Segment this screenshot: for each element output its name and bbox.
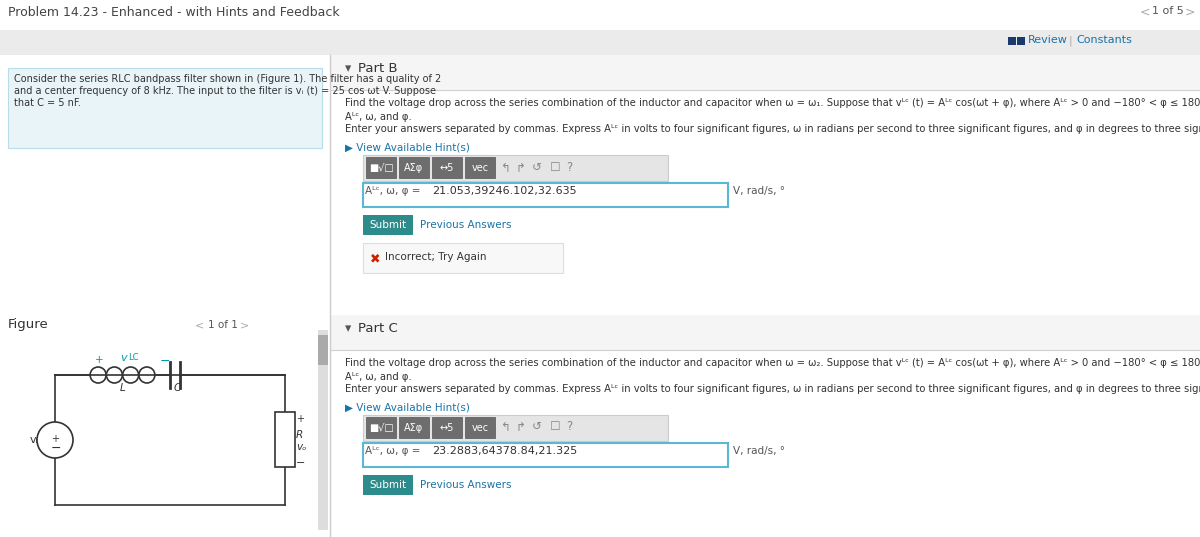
Text: 21.053,39246.102,32.635: 21.053,39246.102,32.635 xyxy=(432,186,577,196)
Text: Find the voltage drop across the series combination of the inductor and capacito: Find the voltage drop across the series … xyxy=(346,98,1200,108)
Text: ↺: ↺ xyxy=(532,161,542,174)
Text: Figure: Figure xyxy=(8,318,49,331)
Text: 23.2883,64378.84,21.325: 23.2883,64378.84,21.325 xyxy=(432,446,577,456)
Text: vₒ: vₒ xyxy=(296,442,306,452)
Text: Previous Answers: Previous Answers xyxy=(420,220,511,230)
Text: ↱: ↱ xyxy=(516,161,526,174)
Text: ▾: ▾ xyxy=(346,322,352,335)
Text: Part C: Part C xyxy=(358,322,397,335)
Text: Submit: Submit xyxy=(370,220,407,230)
Text: V, rad/s, °: V, rad/s, ° xyxy=(733,186,785,196)
Text: AΣφ: AΣφ xyxy=(404,423,424,433)
Bar xyxy=(364,155,668,181)
Bar xyxy=(364,243,563,273)
Text: and a center frequency of 8 kHz. The input to the filter is vᵢ (t) = 25 cos ωt V: and a center frequency of 8 kHz. The inp… xyxy=(14,86,436,96)
Text: L: L xyxy=(120,383,125,393)
Text: ✖: ✖ xyxy=(370,252,380,265)
Text: <: < xyxy=(1140,6,1151,19)
Text: V, rad/s, °: V, rad/s, ° xyxy=(733,446,785,456)
Text: +: + xyxy=(95,355,103,365)
Text: ↰: ↰ xyxy=(500,161,510,174)
Text: C: C xyxy=(173,383,181,393)
Bar xyxy=(364,215,413,235)
Text: Incorrect; Try Again: Incorrect; Try Again xyxy=(385,252,486,262)
Text: Aᴸᶜ, ω, φ =: Aᴸᶜ, ω, φ = xyxy=(365,446,420,456)
Text: −: − xyxy=(296,458,305,468)
Text: ↔5: ↔5 xyxy=(440,163,454,173)
Text: Constants: Constants xyxy=(1076,35,1132,45)
Bar xyxy=(0,30,1200,55)
Text: ▾: ▾ xyxy=(346,62,352,75)
Text: ☐: ☐ xyxy=(550,161,560,174)
Text: vec: vec xyxy=(472,423,488,433)
Bar xyxy=(364,183,728,207)
Bar xyxy=(330,90,1200,315)
Bar xyxy=(318,335,328,365)
Text: R: R xyxy=(296,430,304,440)
Text: Previous Answers: Previous Answers xyxy=(420,480,511,490)
Bar xyxy=(275,412,295,467)
Text: Enter your answers separated by commas. Express Aᴸᶜ in volts to four significant: Enter your answers separated by commas. … xyxy=(346,384,1200,394)
Bar xyxy=(1008,37,1016,45)
Bar xyxy=(0,55,330,537)
Text: ■√□: ■√□ xyxy=(368,423,394,433)
Bar xyxy=(366,417,396,438)
Bar xyxy=(330,315,1200,350)
Bar xyxy=(432,157,462,178)
Bar xyxy=(0,0,1200,30)
Text: Part B: Part B xyxy=(358,62,397,75)
Bar xyxy=(330,350,1200,537)
Text: Review: Review xyxy=(1028,35,1068,45)
Bar xyxy=(1018,37,1025,45)
Text: 1 of 5: 1 of 5 xyxy=(1152,6,1183,16)
Text: ↔5: ↔5 xyxy=(440,423,454,433)
Text: Submit: Submit xyxy=(370,480,407,490)
Text: ?: ? xyxy=(566,420,572,433)
Text: <: < xyxy=(194,320,204,330)
Text: vec: vec xyxy=(472,163,488,173)
Text: >: > xyxy=(1186,6,1195,19)
Bar xyxy=(466,157,496,178)
Text: Consider the series RLC bandpass filter shown in (Figure 1). The filter has a qu: Consider the series RLC bandpass filter … xyxy=(14,74,442,84)
Bar xyxy=(398,157,430,178)
Text: Aᴸᶜ, ω, and φ.: Aᴸᶜ, ω, and φ. xyxy=(346,112,412,122)
Text: v: v xyxy=(120,353,127,363)
Text: Enter your answers separated by commas. Express Aᴸᶜ in volts to four significant: Enter your answers separated by commas. … xyxy=(346,124,1200,134)
Bar xyxy=(364,475,413,495)
Text: Aᴸᶜ, ω, φ =: Aᴸᶜ, ω, φ = xyxy=(365,186,420,196)
Text: |: | xyxy=(1069,35,1073,46)
Text: +: + xyxy=(50,434,59,444)
Text: that C = 5 nF.: that C = 5 nF. xyxy=(14,98,80,108)
Bar xyxy=(8,68,322,148)
Text: ?: ? xyxy=(566,161,572,174)
Text: −: − xyxy=(50,442,61,455)
Text: vᵢ: vᵢ xyxy=(30,435,38,445)
Text: ☐: ☐ xyxy=(550,420,560,433)
Bar xyxy=(330,55,1200,537)
Text: >: > xyxy=(240,320,250,330)
Bar xyxy=(466,417,496,438)
Bar xyxy=(330,55,1200,90)
Text: LC: LC xyxy=(128,353,138,362)
Bar xyxy=(364,443,728,467)
Text: ↰: ↰ xyxy=(500,420,510,433)
Text: Find the voltage drop across the series combination of the inductor and capacito: Find the voltage drop across the series … xyxy=(346,358,1200,368)
Text: ↺: ↺ xyxy=(532,420,542,433)
Text: ↱: ↱ xyxy=(516,420,526,433)
Text: Problem 14.23 - Enhanced - with Hints and Feedback: Problem 14.23 - Enhanced - with Hints an… xyxy=(8,6,340,19)
Circle shape xyxy=(37,422,73,458)
Text: ▶ View Available Hint(s): ▶ View Available Hint(s) xyxy=(346,143,470,153)
Bar xyxy=(364,415,668,441)
Text: Aᴸᶜ, ω, and φ.: Aᴸᶜ, ω, and φ. xyxy=(346,372,412,382)
Text: ▶ View Available Hint(s): ▶ View Available Hint(s) xyxy=(346,402,470,412)
Bar xyxy=(366,157,396,178)
Bar xyxy=(398,417,430,438)
Text: ■√□: ■√□ xyxy=(368,163,394,173)
Text: AΣφ: AΣφ xyxy=(404,163,424,173)
Bar xyxy=(432,417,462,438)
Bar xyxy=(318,330,328,530)
Text: +: + xyxy=(296,414,304,424)
Text: 1 of 1: 1 of 1 xyxy=(208,320,238,330)
Text: −: − xyxy=(160,355,170,368)
